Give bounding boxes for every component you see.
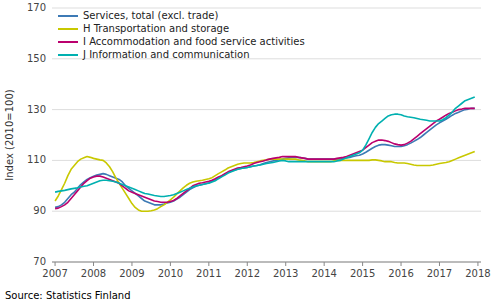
legend-swatch xyxy=(58,54,78,56)
y-tick-label: 150 xyxy=(27,53,46,64)
grid-line xyxy=(52,262,481,263)
legend-item: J Information and communication xyxy=(58,49,250,60)
x-tick-label: 2016 xyxy=(388,268,413,279)
grid-line xyxy=(52,211,481,212)
x-tick-label: 2007 xyxy=(42,268,67,279)
grid-line xyxy=(52,8,481,9)
x-tick xyxy=(131,262,132,266)
x-tick-label: 2010 xyxy=(158,268,183,279)
x-tick-label: 2008 xyxy=(81,268,106,279)
y-grid xyxy=(52,8,481,262)
x-tick-label: 2013 xyxy=(273,268,298,279)
legend: Services, total (excl. trade) H Transport… xyxy=(58,10,305,60)
grid-line xyxy=(52,109,481,110)
y-tick-label: 90 xyxy=(33,205,46,216)
x-tick xyxy=(477,262,478,266)
legend-swatch xyxy=(58,41,78,43)
legend-label: Services, total (excl. trade) xyxy=(83,10,218,21)
chart: 70 90 110 130 150 170 2007 2008 2009 2010 2011 2012… xyxy=(0,0,493,304)
series-lines xyxy=(55,97,475,211)
legend-item: I Accommodation and food service activit… xyxy=(58,36,305,47)
x-tick-label: 2011 xyxy=(196,268,221,279)
series-line xyxy=(55,108,475,207)
x-tick xyxy=(55,262,56,266)
legend-label: H Transportation and storage xyxy=(83,23,229,34)
y-tick-label: 110 xyxy=(27,154,46,165)
x-axis-line xyxy=(52,262,481,263)
y-axis-label: Index (2010=100) xyxy=(4,89,15,181)
x-tick-label: 2015 xyxy=(350,268,375,279)
x-tick xyxy=(439,262,440,266)
x-tick-label: 2009 xyxy=(119,268,144,279)
legend-item: H Transportation and storage xyxy=(58,23,229,34)
legend-swatch xyxy=(58,28,78,30)
x-tick xyxy=(285,262,286,266)
x-tick-label: 2017 xyxy=(427,268,452,279)
y-tick-label: 70 xyxy=(33,256,46,267)
series-line xyxy=(55,97,475,197)
x-tick xyxy=(247,262,248,266)
x-tick xyxy=(362,262,363,266)
x-tick-label: 2014 xyxy=(311,268,336,279)
y-tick-label: 170 xyxy=(27,2,46,13)
legend-swatch xyxy=(58,15,78,17)
x-tick-label: 2018 xyxy=(465,268,490,279)
x-tick xyxy=(324,262,325,266)
x-tick xyxy=(208,262,209,266)
x-tick xyxy=(93,262,94,266)
y-tick-label: 130 xyxy=(27,104,46,115)
legend-item: Services, total (excl. trade) xyxy=(58,10,218,21)
series-line xyxy=(55,108,475,208)
legend-label: I Accommodation and food service activit… xyxy=(83,36,305,47)
source-note: Source: Statistics Finland xyxy=(5,290,131,301)
x-tick-label: 2012 xyxy=(235,268,260,279)
x-tick xyxy=(401,262,402,266)
x-tick xyxy=(170,262,171,266)
legend-label: J Information and communication xyxy=(82,49,250,60)
